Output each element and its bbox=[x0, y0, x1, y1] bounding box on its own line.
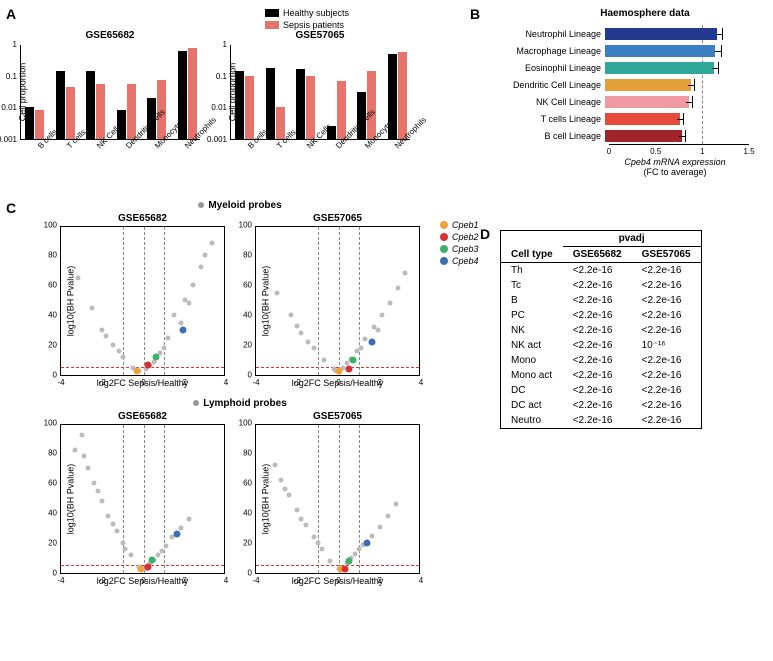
panel-a-charts: GSE65682Cell proportion10.10.010.001B ce… bbox=[20, 30, 410, 180]
panel-d: pvadjCell typeGSE65682GSE57065Th<2.2e-16… bbox=[500, 230, 750, 429]
panel-b-row: NK Cell Lineage bbox=[490, 93, 760, 110]
panel-b-row: Neutrophil Lineage bbox=[490, 25, 760, 42]
panel-b-row: Dendritic Cell Lineage bbox=[490, 76, 760, 93]
panel-b-row: Eosinophil Lineage bbox=[490, 59, 760, 76]
panel-b-row: T cells Lineage bbox=[490, 110, 760, 127]
panel-c-legend: Cpeb1Cpeb2Cpeb3Cpeb4 bbox=[440, 220, 479, 268]
panel-b-row: Macrophage Lineage bbox=[490, 42, 760, 59]
panel-b: Haemosphere data Neutrophil LineageMacro… bbox=[470, 8, 760, 188]
panel-d-label: D bbox=[480, 226, 490, 242]
panel-c-label: C bbox=[6, 200, 16, 216]
panel-a: Healthy subjectsSepsis patients GSE65682… bbox=[20, 8, 450, 178]
panel-b-row: B cell Lineage bbox=[490, 127, 760, 144]
panel-b-title: Haemosphere data bbox=[530, 8, 760, 19]
panel-a-legend: Healthy subjectsSepsis patients bbox=[265, 8, 349, 32]
panel-c: Cpeb1Cpeb2Cpeb3Cpeb4 Myeloid probesGSE65… bbox=[20, 200, 460, 650]
panel-d-table: pvadjCell typeGSE65682GSE57065Th<2.2e-16… bbox=[500, 230, 702, 429]
panel-a-label: A bbox=[6, 6, 16, 22]
panel-b-chart: Neutrophil LineageMacrophage LineageEosi… bbox=[490, 25, 760, 178]
